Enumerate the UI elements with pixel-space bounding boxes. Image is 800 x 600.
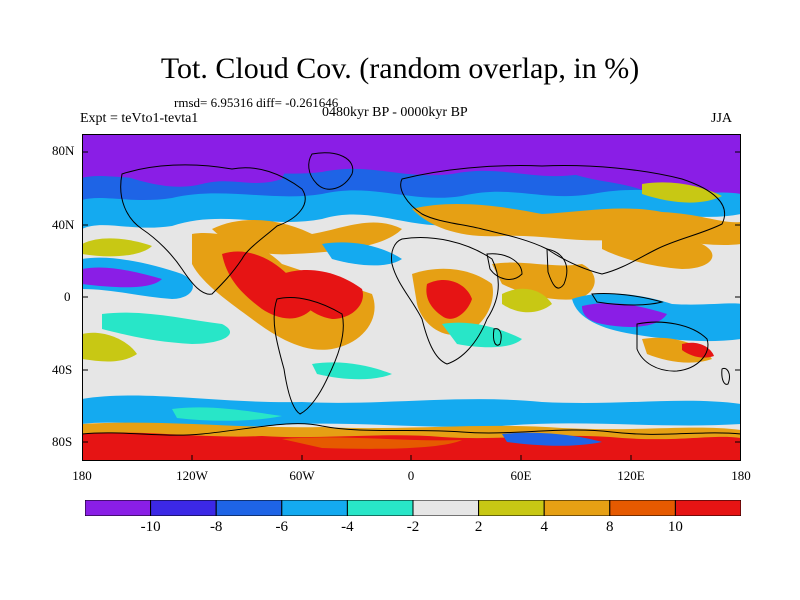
- colorbar-swatch: [215, 499, 283, 517]
- x-tick-label: 60E: [510, 468, 532, 483]
- colorbar-label: 4: [540, 519, 548, 535]
- coast-india: [546, 248, 568, 289]
- x-tick-label: 180: [72, 468, 92, 483]
- colorbar-swatch: [84, 499, 152, 517]
- y-tick-label: 40S: [52, 362, 73, 377]
- tropical-negative-region: [82, 242, 741, 348]
- southern-midlatitude-features: [82, 332, 714, 380]
- colorbar-svg: [84, 499, 742, 517]
- map-fields: [82, 134, 741, 461]
- colorbar-swatch: [609, 499, 676, 517]
- coast-arabia: [486, 253, 523, 280]
- map-svg: [82, 134, 741, 461]
- y-tick-label: 80S: [52, 434, 73, 449]
- coast-indonesia: [591, 293, 664, 306]
- coastlines: [82, 152, 741, 436]
- colorbar-label: -10: [140, 519, 161, 535]
- x-tick-label: 120W: [176, 468, 208, 483]
- coast-north-america: [120, 164, 306, 295]
- coast-antarctica: [82, 423, 741, 436]
- colorbar-swatch: [281, 499, 348, 517]
- colorbar-swatch: [674, 499, 742, 517]
- season-label: JJA: [711, 111, 733, 126]
- antarctic-features: [82, 395, 741, 461]
- colorbar: [84, 499, 742, 521]
- y-tick-label: 40N: [52, 217, 75, 232]
- period-label: 0480kyr BP - 0000kyr BP: [322, 105, 468, 120]
- colorbar-swatch: [150, 499, 217, 517]
- x-tick-label: 180: [731, 468, 751, 483]
- coast-eurasia: [400, 165, 725, 275]
- y-tick-label: 80N: [52, 143, 75, 158]
- y-tick-label: 0: [64, 289, 71, 304]
- colorbar-swatch: [478, 499, 545, 517]
- tropical-positive-region: [192, 232, 713, 350]
- experiment-label: Expt = teVto1-tevta1: [80, 111, 199, 126]
- colorbar-label: 10: [667, 519, 683, 535]
- colorbar-label: 2: [474, 519, 483, 535]
- cloud-cover-map: [82, 134, 741, 461]
- colorbar-label: -6: [275, 519, 289, 535]
- colorbar-swatch: [543, 499, 611, 517]
- rmsd-diff-stats: rmsd= 6.95316 diff= -0.261646: [174, 95, 339, 110]
- colorbar-label: -2: [406, 519, 420, 535]
- colorbar-label: -4: [341, 519, 354, 535]
- coast-new-zealand: [721, 367, 730, 385]
- x-tick-label: 0: [407, 468, 415, 483]
- coast-madagascar: [493, 328, 502, 346]
- coast-greenland: [308, 152, 354, 190]
- colorbar-label: 8: [606, 519, 614, 535]
- x-tick-label: 120E: [617, 468, 645, 483]
- x-tick-label: 60W: [289, 468, 315, 483]
- coast-africa: [391, 237, 499, 365]
- colorbar-swatch: [346, 499, 414, 517]
- arctic-negative-region: [82, 134, 741, 229]
- map-title: Tot. Cloud Cov. (random overlap, in %): [160, 52, 640, 85]
- coast-south-america: [273, 296, 344, 415]
- colorbar-swatch: [412, 499, 480, 517]
- coast-australia: [636, 321, 709, 372]
- colorbar-label: -8: [209, 519, 223, 535]
- map-ticks: [82, 151, 741, 461]
